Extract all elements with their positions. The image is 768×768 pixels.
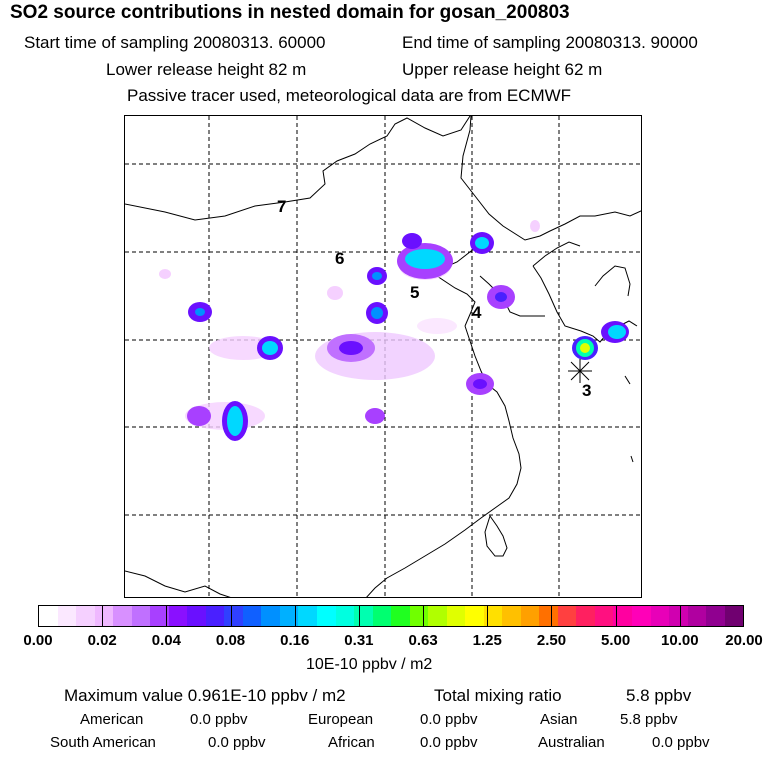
- colorbar-tick-label: 0.00: [23, 632, 53, 649]
- colorbar-segment: [354, 606, 373, 626]
- australian-value: 0.0 ppbv: [652, 734, 710, 751]
- colorbar-tick-label: 10.00: [661, 632, 699, 649]
- colorbar-segment: [650, 606, 670, 626]
- colorbar-segment: [465, 606, 484, 626]
- map-panel: 7 6 5 4 3: [124, 115, 642, 598]
- region-label-6: 6: [335, 249, 344, 268]
- region-label-5: 5: [410, 283, 419, 302]
- colorbar-segment: [576, 606, 595, 626]
- colorbar-segment: [706, 606, 725, 626]
- plot-title: SO2 source contributions in nested domai…: [10, 2, 570, 23]
- colorbar-tick-label: 1.25: [472, 632, 502, 649]
- colorbar-tick-mark: [358, 605, 360, 627]
- colorbar-segment: [594, 606, 614, 626]
- colorbar-segment: [669, 606, 688, 626]
- colorbar-tick-mark: [679, 605, 681, 627]
- end-time-label: End time of sampling 20080313. 90000: [402, 33, 698, 52]
- colorbar-segment: [632, 606, 651, 626]
- maximum-value: Maximum value 0.961E-10 ppbv / m2: [64, 686, 346, 705]
- total-mixing-label: Total mixing ratio: [434, 686, 562, 705]
- concentration-field: [159, 220, 629, 441]
- colorbar-segment: [409, 606, 429, 626]
- colorbar-tick-label: 0.31: [344, 632, 374, 649]
- colorbar-segment: [446, 606, 466, 626]
- lower-release-label: Lower release height 82 m: [106, 60, 307, 79]
- colorbar-segment: [113, 606, 132, 626]
- colorbar-tick-label: 0.63: [408, 632, 438, 649]
- colorbar-segment: [557, 606, 577, 626]
- colorbar-segment: [57, 606, 77, 626]
- total-mixing-value: 5.8 ppbv: [626, 686, 692, 705]
- american-value: 0.0 ppbv: [190, 711, 248, 728]
- colorbar-tick-label: 0.08: [215, 632, 246, 649]
- colorbar-segment: [261, 606, 280, 626]
- colorbar-segment: [520, 606, 540, 626]
- colorbar-segment: [724, 606, 744, 626]
- colorbar-segment: [187, 606, 206, 626]
- colorbar-tick-label: 0.04: [151, 632, 181, 649]
- european-label: European: [308, 711, 374, 728]
- colorbar-segment: [150, 606, 169, 626]
- colorbar-segment: [613, 606, 632, 626]
- colorbar-segment: [316, 606, 336, 626]
- upper-release-label: Upper release height 62 m: [402, 60, 603, 79]
- colorbar-unit: 10E-10 ppbv / m2: [306, 656, 433, 673]
- colorbar-tick-mark: [615, 605, 617, 627]
- colorbar-segment: [372, 606, 392, 626]
- colorbar-segment: [224, 606, 243, 626]
- colorbar-tick-mark: [294, 605, 296, 627]
- colorbar-segment: [483, 606, 503, 626]
- colorbar-tick-label: 0.16: [280, 632, 310, 649]
- region-label-7: 7: [277, 197, 286, 216]
- region-label-3: 3: [582, 381, 591, 400]
- european-value: 0.0 ppbv: [420, 711, 478, 728]
- colorbar-segment: [335, 606, 355, 626]
- colorbar-segment: [131, 606, 151, 626]
- colorbar-segment: [76, 606, 95, 626]
- colorbar-tick-mark: [423, 605, 425, 627]
- south-american-value: 0.0 ppbv: [208, 734, 266, 751]
- colorbar-segment: [391, 606, 410, 626]
- african-label: African: [328, 734, 375, 751]
- colorbar-segment: [242, 606, 262, 626]
- colorbar-tick-mark: [166, 605, 168, 627]
- asian-value: 5.8 ppbv: [620, 711, 678, 728]
- colorbar-segment: [94, 606, 114, 626]
- colorbar-tick-mark: [551, 605, 553, 627]
- colorbar-tick-label: 2.50: [536, 632, 567, 649]
- colorbar-segment: [539, 606, 558, 626]
- colorbar-segment: [168, 606, 188, 626]
- colorbar-segment: [428, 606, 447, 626]
- australian-label: Australian: [538, 734, 605, 751]
- start-time-label: Start time of sampling 20080313. 60000: [24, 33, 326, 52]
- colorbar-tick-mark: [487, 605, 489, 627]
- asterisk-icon: [568, 359, 592, 383]
- colorbar-segment: [279, 606, 299, 626]
- colorbar: [38, 605, 744, 627]
- colorbar-segment: [298, 606, 317, 626]
- colorbar-tick-label: 0.02: [87, 632, 117, 649]
- region-label-4: 4: [472, 303, 482, 322]
- colorbar-tick-label: 20.00: [725, 632, 763, 649]
- map-canvas: 7 6 5 4 3: [125, 116, 641, 597]
- colorbar-segment: [39, 606, 58, 626]
- colorbar-segment: [502, 606, 521, 626]
- asian-label: Asian: [540, 711, 578, 728]
- grid-lines: [125, 116, 641, 597]
- american-label: American: [80, 711, 144, 728]
- colorbar-tick-mark: [102, 605, 104, 627]
- colorbar-segment: [205, 606, 225, 626]
- african-value: 0.0 ppbv: [420, 734, 478, 751]
- colorbar-segment: [687, 606, 707, 626]
- south-american-label: South American: [50, 734, 156, 751]
- colorbar-tick-mark: [230, 605, 232, 627]
- tracer-note: Passive tracer used, meteorological data…: [127, 86, 572, 105]
- colorbar-tick-label: 5.00: [601, 632, 631, 649]
